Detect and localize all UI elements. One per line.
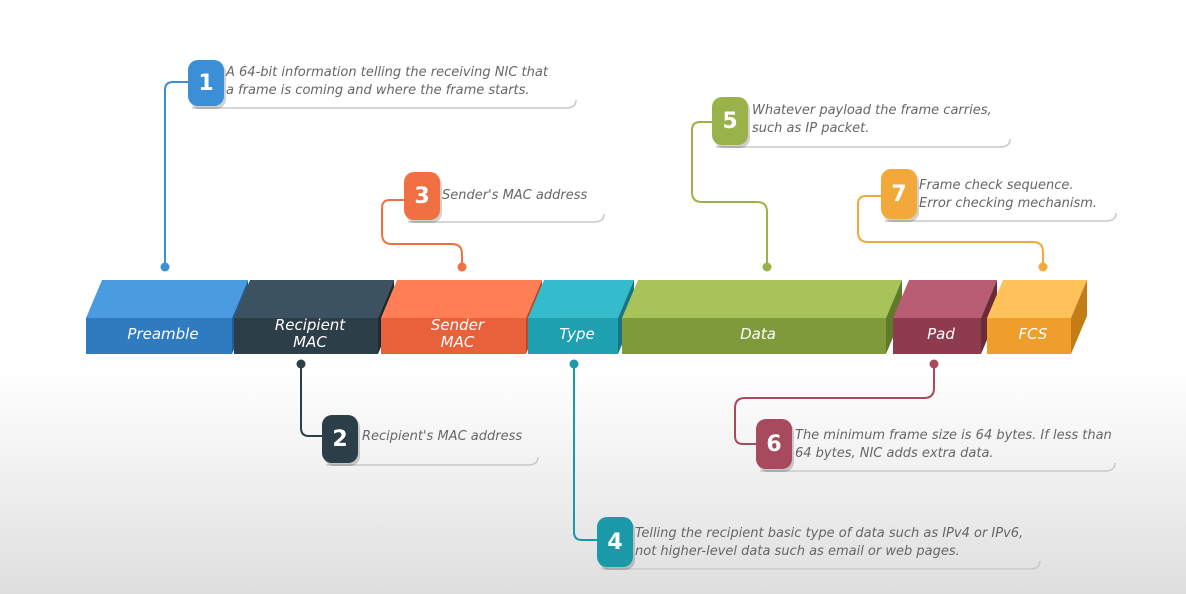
badge-number-7: 7 (891, 181, 907, 207)
callout-text-5: Whatever payload the frame carries, such … (752, 102, 992, 138)
badge-1 (188, 60, 224, 106)
connector-line-2 (300, 364, 322, 437)
segment-data (622, 280, 902, 354)
callout-text-3: Sender's MAC address (442, 187, 587, 205)
callout-underline-6 (760, 462, 1116, 472)
callout-underline-3 (408, 213, 605, 223)
segment-preamble (86, 280, 248, 354)
segment-pad-front (893, 318, 981, 354)
connector-line-3 (381, 199, 463, 267)
badge-7 (881, 169, 917, 219)
segment-preamble-front (86, 318, 232, 354)
callout-line2-1: a frame is coming and where the frame st… (226, 83, 530, 98)
callout-line1-1: A 64-bit information telling the receivi… (226, 65, 548, 80)
callout-line1-2: Recipient's MAC address (362, 429, 523, 444)
callout-line1-6: The minimum frame size is 64 bytes. If l… (795, 428, 1112, 443)
callout-text-6: The minimum frame size is 64 bytes. If l… (795, 427, 1112, 463)
segment-data-top (622, 280, 902, 318)
badge-number-6: 6 (766, 431, 782, 457)
callout-underline-7 (885, 212, 1117, 222)
connector-dot-1 (160, 262, 170, 272)
segment-sender-mac (381, 280, 542, 354)
connector-line-7 (857, 195, 1044, 267)
callout-line2-4: not higher-level data such as email or w… (635, 544, 960, 559)
callout-line1-5: Whatever payload the frame carries, (752, 103, 992, 118)
callout-line1-4: Telling the recipient basic type of data… (635, 526, 1024, 541)
segment-preamble-top (86, 280, 248, 318)
segment-pad-top (893, 280, 997, 318)
segment-type-top (528, 280, 634, 318)
connector-dot-6 (929, 359, 939, 369)
segment-label-fcs: FCS (1018, 324, 1048, 343)
badge-2 (322, 415, 358, 463)
callout-text-7: Frame check sequence. Error checking mech… (919, 177, 1097, 213)
segment-recipient-mac-top (234, 280, 394, 318)
segment-sender-mac-top (381, 280, 542, 318)
badge-4 (597, 517, 633, 567)
segment-type-front (528, 318, 618, 354)
segment-label-preamble: Preamble (127, 324, 199, 343)
segment-recipient-mac (234, 280, 394, 354)
callout-line2-5: such as IP packet. (752, 121, 870, 136)
connector-line-4 (573, 364, 597, 541)
segment-fcs-side (1071, 280, 1087, 354)
badge-number-4: 4 (607, 529, 623, 555)
connector-line-1 (164, 81, 188, 267)
segment-label-sender-mac: Sender MAC (430, 316, 485, 351)
segment-label-recipient-mac: Recipient MAC (274, 316, 346, 351)
badge-6 (756, 419, 792, 469)
badge-number-3: 3 (414, 183, 430, 209)
badge-number-5: 5 (722, 108, 738, 134)
segment-label-type: Type (559, 324, 595, 343)
callout-text-2: Recipient's MAC address (362, 428, 522, 446)
segment-sender-mac-front (381, 318, 526, 354)
badge-5 (712, 97, 748, 145)
callout-line1-3: Sender's MAC address (442, 188, 588, 203)
badge-3 (404, 172, 440, 220)
callout-underline-2 (326, 456, 539, 466)
connector-dot-2 (296, 359, 306, 369)
callout-text-1: A 64-bit information telling the receivi… (226, 64, 548, 100)
connector-dot-7 (1038, 262, 1048, 272)
segment-fcs-top (987, 280, 1087, 318)
segment-data-front (622, 318, 886, 354)
badge-number-2: 2 (332, 426, 348, 452)
callout-text-4: Telling the recipient basic type of data… (635, 525, 1023, 561)
connector-dot-3 (457, 262, 467, 272)
connector-dot-4 (569, 359, 579, 369)
callout-underline-1 (192, 99, 577, 109)
callout-underline-5 (716, 138, 1011, 148)
badge-number-1: 1 (198, 70, 214, 96)
connector-line-5 (691, 121, 768, 267)
callout-line2-6: 64 bytes, NIC adds extra data. (795, 446, 994, 461)
connector-line-6 (734, 364, 935, 445)
segment-recipient-mac-front (234, 318, 378, 354)
callout-line1-7: Frame check sequence. (919, 178, 1074, 193)
segment-fcs (987, 280, 1087, 354)
callout-line2-7: Error checking mechanism. (919, 196, 1098, 211)
connector-dot-5 (762, 262, 772, 272)
segment-fcs-front (987, 318, 1071, 354)
segment-label-data: Data (740, 324, 776, 343)
segment-label-pad: Pad (927, 324, 955, 343)
callout-underline-4 (601, 560, 1041, 570)
